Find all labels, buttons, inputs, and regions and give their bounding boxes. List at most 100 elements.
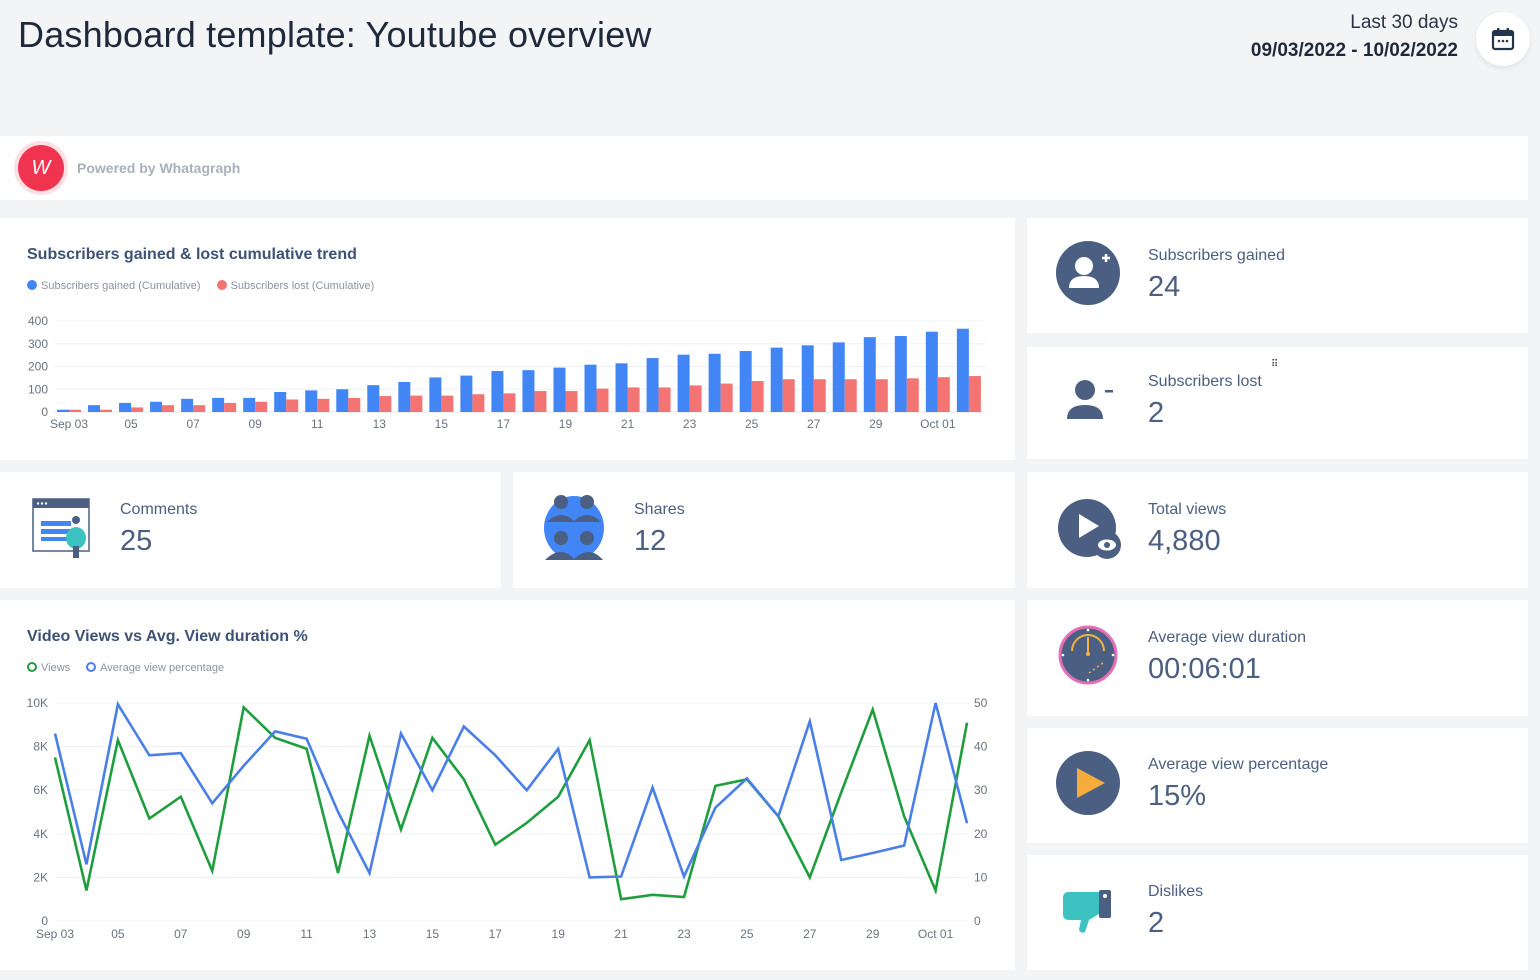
x-tick-label: 21 — [621, 417, 635, 431]
legend-item-gained[interactable]: Subscribers gained (Cumulative) — [27, 280, 201, 292]
bar-subscribers-gained — [615, 363, 628, 412]
x-tick-label: 29 — [866, 927, 880, 941]
play-eye-icon — [1058, 499, 1121, 559]
avg-view-percentage-label: Average view percentage — [1148, 756, 1329, 773]
x-tick-label: 05 — [124, 417, 138, 431]
shares-value: 12 — [634, 525, 667, 557]
calendar-button[interactable] — [1476, 12, 1530, 66]
subscribers-trend-card: Subscribers gained & lost cumulative tre… — [0, 218, 1015, 460]
bar-subscribers-lost — [813, 379, 826, 412]
date-range-value[interactable]: 09/03/2022 - 10/02/2022 — [1250, 40, 1458, 61]
play-icon — [1056, 751, 1120, 815]
comments-icon — [32, 498, 90, 558]
legend-item-views[interactable]: Views — [27, 662, 70, 674]
bar-subscribers-gained — [708, 353, 721, 412]
bar-subscribers-lost — [782, 379, 795, 412]
bar-subscribers-lost — [441, 395, 454, 412]
x-tick-label: Oct 01 — [920, 417, 956, 431]
subscribers-lost-value: 2 — [1148, 397, 1165, 429]
x-tick-label: 23 — [677, 927, 691, 941]
legend-item-lost[interactable]: Subscribers lost (Cumulative) — [216, 280, 374, 292]
shares-icon — [544, 495, 604, 560]
line-chart: 0 0 2K 10 4K 20 6K 30 8K 40 10K 50 Sep 03 05 07 09 11 13 1… — [27, 696, 988, 941]
legend-label: Views — [41, 662, 71, 674]
bar-subscribers-gained — [894, 336, 907, 412]
bar-subscribers-gained — [801, 345, 814, 412]
y-tick-label: 200 — [28, 360, 48, 374]
y-left-tick-label: 8K — [33, 740, 48, 754]
shares-card: Shares 12 — [513, 472, 1015, 588]
avg-view-duration-value: 00:06:01 — [1148, 653, 1261, 685]
bar-subscribers-gained — [460, 375, 473, 412]
branding-bar — [0, 136, 1528, 200]
x-tick-label: 09 — [237, 927, 251, 941]
legend-marker — [86, 662, 97, 672]
bar-subscribers-lost — [224, 402, 237, 412]
x-tick-label: 27 — [807, 417, 821, 431]
bar-subscribers-gained — [429, 377, 442, 412]
subscribers-lost-card: ⠿ Subscribers lost 2 — [1027, 347, 1528, 459]
x-tick-label: 25 — [740, 927, 754, 941]
bar-subscribers-gained — [739, 351, 752, 412]
x-tick-label: 15 — [435, 417, 449, 431]
avg-view-duration-label: Average view duration — [1148, 629, 1307, 646]
bar-subscribers-lost — [348, 397, 361, 412]
bar-subscribers-gained — [832, 342, 845, 412]
comments-card: Comments 25 — [0, 472, 501, 588]
x-tick-label: 17 — [489, 927, 503, 941]
legend-label: Average view percentage — [100, 662, 225, 674]
avg-view-percentage-value: 15% — [1148, 780, 1207, 812]
subscribers-gained-value: 24 — [1148, 271, 1181, 303]
x-tick-label: 19 — [559, 417, 573, 431]
bar-subscribers-lost — [720, 383, 733, 412]
bar-subscribers-lost — [906, 378, 919, 412]
legend-item-avg-percentage[interactable]: Average view percentage — [86, 662, 224, 674]
bar-subscribers-gained — [212, 397, 225, 412]
date-range-label: Last 30 days — [1350, 12, 1458, 33]
legend-label: Subscribers gained (Cumulative) — [41, 280, 201, 292]
bar-subscribers-gained — [88, 405, 101, 412]
y-left-tick-label: 2K — [33, 870, 48, 884]
y-tick-label: 400 — [28, 314, 48, 328]
y-left-tick-label: 4K — [33, 827, 48, 841]
bar-subscribers-gained — [863, 337, 876, 412]
x-tick-label: Sep 03 — [36, 927, 74, 941]
bar-subscribers-gained — [243, 397, 256, 412]
bar-subscribers-lost — [689, 385, 702, 412]
bar-subscribers-lost — [317, 398, 330, 412]
stopwatch-gauge-icon — [1058, 625, 1118, 685]
powered-by-text: Powered by Whatagraph — [77, 160, 241, 176]
x-tick-label: 19 — [552, 927, 566, 941]
x-tick-label: 11 — [300, 927, 313, 941]
chart-legend: Subscribers gained (Cumulative) Subscrib… — [27, 280, 374, 292]
bar-subscribers-gained — [305, 390, 318, 412]
bar-subscribers-lost — [565, 391, 578, 412]
bar-subscribers-gained — [677, 354, 690, 412]
bar-subscribers-gained — [770, 347, 783, 412]
bar-subscribers-lost — [875, 379, 888, 412]
bar-subscribers-lost — [379, 396, 392, 412]
bar-subscribers-gained — [491, 371, 504, 412]
line-avg-view-percentage — [53, 700, 969, 880]
bar-subscribers-lost — [410, 395, 423, 412]
bar-subscribers-lost — [534, 391, 547, 412]
bar-subscribers-lost — [69, 409, 81, 412]
bar-subscribers-lost — [472, 394, 485, 412]
x-tick-label: 29 — [869, 417, 883, 431]
subscribers-gained-card: Subscribers gained 24 — [1027, 218, 1528, 333]
bar-subscribers-gained — [336, 389, 349, 412]
chart-legend: Views Average view percentage — [27, 662, 224, 674]
bar-subscribers-lost — [937, 377, 950, 412]
y-tick-label: 300 — [28, 337, 48, 351]
x-tick-label: 07 — [186, 417, 200, 431]
thumbs-down-icon — [1063, 890, 1111, 933]
drag-handle-icon[interactable]: ⠿ — [1271, 359, 1278, 370]
legend-dot — [216, 280, 227, 290]
x-tick-label: 09 — [249, 417, 263, 431]
bar-subscribers-gained — [398, 381, 411, 412]
x-tick-label: 25 — [745, 417, 759, 431]
bar-subscribers-gained — [956, 328, 969, 412]
legend-dot — [27, 280, 37, 290]
comments-label: Comments — [120, 501, 198, 518]
total-views-card: Total views 4,880 — [1027, 472, 1528, 588]
